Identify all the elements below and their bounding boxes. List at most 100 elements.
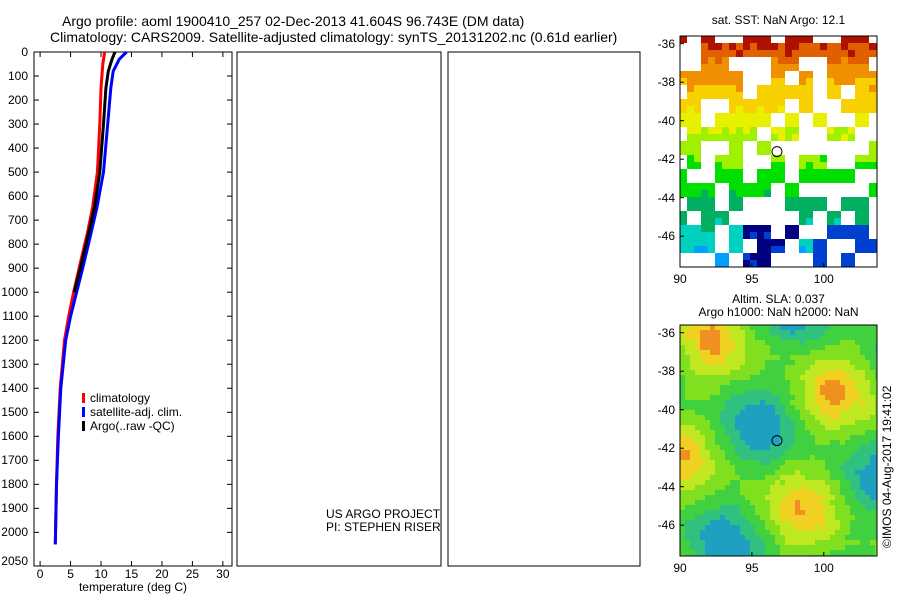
map-cell: [757, 148, 764, 155]
map-cell: [680, 365, 685, 370]
map-cell: [685, 435, 690, 440]
map-cell: [765, 330, 770, 335]
map-cell: [835, 420, 840, 425]
map-cell: [730, 490, 735, 495]
map-cell: [820, 475, 825, 480]
map-cell: [862, 71, 869, 78]
map-cell: [745, 410, 750, 415]
x-tick-label: 90: [673, 561, 687, 575]
map-cell: [710, 445, 715, 450]
map-cell: [790, 530, 795, 535]
map-cell: [815, 380, 820, 385]
map-cell: [855, 155, 862, 162]
map-cell: [830, 495, 835, 500]
map-cell: [875, 450, 877, 455]
map-cell: [845, 510, 850, 515]
map-cell: [835, 360, 840, 365]
map-cell: [730, 335, 735, 340]
map-cell: [865, 540, 870, 545]
map-cell: [840, 455, 845, 460]
map-cell: [680, 430, 685, 435]
map-cell: [700, 345, 705, 350]
map-cell: [815, 425, 820, 430]
map-cell: [765, 370, 770, 375]
map-cell: [805, 480, 810, 485]
map-cell: [690, 365, 695, 370]
map-cell: [685, 340, 690, 345]
map-cell: [865, 395, 870, 400]
map-cell: [722, 260, 729, 267]
map-cell: [800, 400, 805, 405]
map-cell: [715, 218, 722, 225]
map-cell: [694, 239, 701, 246]
map-cell: [705, 350, 710, 355]
map-cell: [695, 420, 700, 425]
map-cell: [875, 520, 877, 525]
map-cell: [715, 335, 720, 340]
map-cell: [745, 340, 750, 345]
map-cell: [820, 440, 825, 445]
map-cell: [800, 525, 805, 530]
map-cell: [875, 325, 877, 330]
y-tick-label: 1500: [1, 405, 28, 420]
map-cell: [795, 410, 800, 415]
map-cell: [750, 415, 755, 420]
map-cell: [725, 370, 730, 375]
map-cell: [715, 430, 720, 435]
map-cell: [735, 420, 740, 425]
y-tick-label: 1000: [1, 285, 28, 300]
map-cell: [855, 162, 862, 169]
map-cell: [770, 335, 775, 340]
map-cell: [715, 455, 720, 460]
map-cell: [860, 465, 865, 470]
map-cell: [710, 490, 715, 495]
map-cell: [750, 450, 755, 455]
map-cell: [848, 260, 855, 267]
map-cell: [695, 495, 700, 500]
map-cell: [685, 470, 690, 475]
map-cell: [764, 183, 771, 190]
map-cell: [835, 510, 840, 515]
map-cell: [685, 550, 690, 555]
map-cell: [745, 510, 750, 515]
map-cell: [865, 365, 870, 370]
map-cell: [710, 450, 715, 455]
credit-project: US ARGO PROJECT: [326, 507, 441, 521]
map-cell: [800, 440, 805, 445]
map-cell: [770, 515, 775, 520]
map-cell: [715, 535, 720, 540]
map-cell: [825, 370, 830, 375]
map-cell: [680, 246, 687, 253]
map-cell: [730, 475, 735, 480]
map-cell: [848, 43, 855, 50]
map-cell: [700, 325, 705, 330]
map-cell: [730, 385, 735, 390]
map-cell: [687, 190, 694, 197]
map-cell: [725, 445, 730, 450]
map-cell: [825, 475, 830, 480]
map-cell: [845, 375, 850, 380]
map-cell: [830, 440, 835, 445]
map-cell: [740, 420, 745, 425]
map-cell: [848, 106, 855, 113]
map-cell: [825, 525, 830, 530]
map-cell: [775, 375, 780, 380]
map-cell: [825, 375, 830, 380]
map-cell: [720, 540, 725, 545]
map-cell: [815, 535, 820, 540]
map-cell: [720, 535, 725, 540]
map-cell: [841, 225, 848, 232]
map-cell: [855, 365, 860, 370]
map-cell: [755, 375, 760, 380]
map-cell: [705, 550, 710, 555]
map-cell: [750, 550, 755, 555]
map-cell: [841, 43, 848, 50]
map-cell: [827, 232, 834, 239]
map-cell: [690, 470, 695, 475]
map-cell: [757, 120, 764, 127]
map-cell: [680, 545, 685, 550]
map-cell: [805, 340, 810, 345]
x-tick-label: 25: [185, 567, 200, 581]
map-cell: [865, 455, 870, 460]
map-cell: [825, 385, 830, 390]
